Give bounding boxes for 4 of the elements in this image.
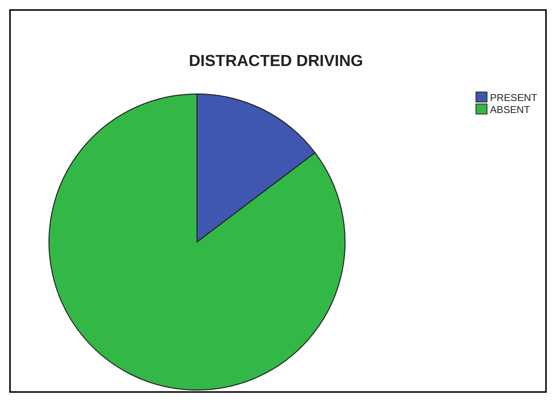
pie-slice [48, 94, 346, 390]
legend-label: PRESENT [490, 93, 538, 104]
chart-title: DISTRACTED DRIVING [188, 53, 364, 70]
legend-label: ABSENT [490, 105, 530, 116]
